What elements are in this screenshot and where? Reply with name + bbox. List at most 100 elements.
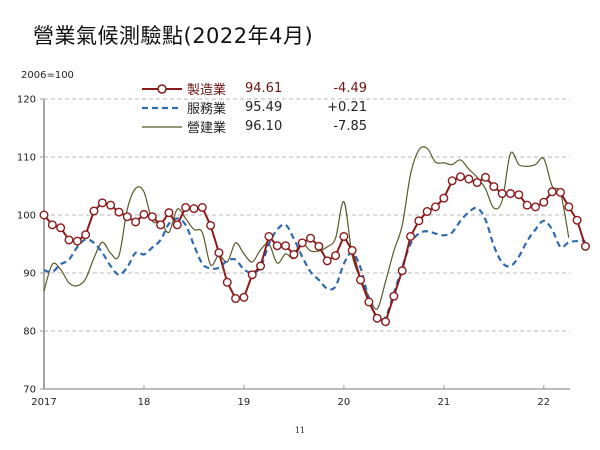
chart-legend: 製造業 94.61 -4.49 服務業 95.49 +0.21 營建業 96.1… — [140, 79, 367, 136]
page-number: 11 — [294, 426, 306, 435]
legend-value: 95.49 — [245, 100, 283, 115]
data-point-marker — [81, 230, 91, 240]
data-point-marker — [539, 197, 549, 207]
data-point-marker — [347, 245, 357, 255]
data-point-marker — [422, 207, 432, 217]
data-point-marker — [547, 187, 557, 197]
data-point-marker — [397, 266, 407, 276]
legend-item-construction: 營建業 96.10 -7.85 — [140, 117, 367, 136]
data-point-marker — [147, 212, 157, 222]
gridlines — [44, 98, 570, 332]
series-construction — [43, 146, 570, 310]
data-point-marker — [331, 251, 341, 261]
data-point-marker — [431, 202, 441, 212]
data-point-marker — [106, 200, 116, 210]
data-point-marker — [472, 178, 482, 188]
y-tick-label: 100 — [17, 211, 36, 222]
data-point-marker — [439, 193, 449, 203]
data-point-marker — [56, 223, 66, 233]
data-point-marker — [64, 235, 74, 245]
y-tick-label: 120 — [17, 95, 36, 106]
data-point-marker — [164, 208, 174, 218]
legend-label: 營建業 — [187, 121, 227, 136]
data-point-marker — [555, 187, 565, 197]
data-point-marker — [122, 212, 132, 222]
data-point-marker — [530, 202, 540, 212]
data-point-marker — [522, 200, 532, 210]
legend-change: -4.49 — [333, 81, 367, 96]
data-point-marker — [197, 202, 207, 212]
data-point-marker — [264, 231, 274, 241]
data-point-marker — [339, 231, 349, 241]
data-point-marker — [322, 256, 332, 266]
data-point-marker — [480, 172, 490, 182]
data-point-marker — [564, 202, 574, 212]
data-point-marker — [131, 217, 141, 227]
data-point-marker — [114, 207, 124, 217]
y-tick-label: 90 — [23, 269, 36, 280]
data-point-marker — [189, 204, 199, 214]
data-point-marker — [580, 241, 590, 251]
series-services — [43, 206, 586, 322]
data-point-marker — [281, 241, 291, 251]
data-point-marker — [456, 172, 466, 182]
legend-value: 96.10 — [245, 119, 283, 134]
legend-value: 94.61 — [245, 81, 283, 96]
solid-line-marker-icon — [142, 83, 182, 94]
unit-label: 2006=100 — [21, 70, 74, 81]
x-tick-label: 22 — [537, 397, 550, 408]
x-tick-label: 19 — [238, 397, 251, 408]
thin-line-icon — [142, 125, 182, 128]
data-point-marker — [489, 182, 499, 192]
data-point-marker — [414, 216, 424, 226]
legend-label: 製造業 — [187, 83, 227, 98]
data-point-marker — [231, 294, 241, 304]
data-point-marker — [505, 189, 515, 199]
legend-change: +0.21 — [327, 100, 367, 115]
data-point-marker — [306, 233, 316, 243]
data-point-marker — [222, 277, 232, 287]
data-point-marker — [289, 249, 299, 259]
data-point-marker — [256, 261, 266, 271]
x-tick-label: 20 — [338, 397, 351, 408]
dashed-line-icon — [142, 106, 182, 109]
data-point-marker — [89, 206, 99, 216]
data-point-marker — [447, 176, 457, 186]
data-point-marker — [356, 275, 366, 285]
data-point-marker — [364, 297, 374, 307]
y-tick-label: 110 — [17, 153, 36, 164]
data-point-marker — [406, 231, 416, 241]
data-point-marker — [247, 270, 257, 280]
series-manufacturing — [43, 175, 587, 323]
data-point-marker — [381, 317, 391, 327]
data-point-marker — [514, 190, 524, 200]
data-point-marker — [314, 241, 324, 251]
series-lines — [39, 146, 590, 327]
data-point-marker — [156, 220, 166, 230]
x-tick-label: 18 — [138, 397, 151, 408]
data-point-marker — [47, 220, 57, 230]
data-point-marker — [389, 291, 399, 301]
data-point-marker — [372, 313, 382, 323]
y-tick-label: 80 — [23, 327, 36, 338]
data-point-marker — [72, 236, 82, 246]
data-point-marker — [239, 292, 249, 302]
data-point-marker — [139, 209, 149, 219]
data-point-marker — [214, 248, 224, 258]
data-point-marker — [272, 241, 282, 251]
data-point-marker — [297, 238, 307, 248]
data-point-marker — [206, 220, 216, 230]
chart-title: 營業氣候測驗點(2022年4月) — [33, 24, 314, 48]
data-point-marker — [181, 202, 191, 212]
data-point-marker — [172, 220, 182, 230]
x-tick-label: 2017 — [31, 397, 56, 408]
data-point-marker — [497, 189, 507, 199]
data-point-marker — [39, 210, 49, 220]
data-point-marker — [464, 174, 474, 184]
legend-item-manufacturing: 製造業 94.61 -4.49 — [140, 79, 367, 98]
x-tick-label: 21 — [437, 397, 450, 408]
legend-item-services: 服務業 95.49 +0.21 — [140, 98, 367, 117]
y-tick-label: 70 — [23, 385, 36, 396]
data-point-marker — [572, 215, 582, 225]
